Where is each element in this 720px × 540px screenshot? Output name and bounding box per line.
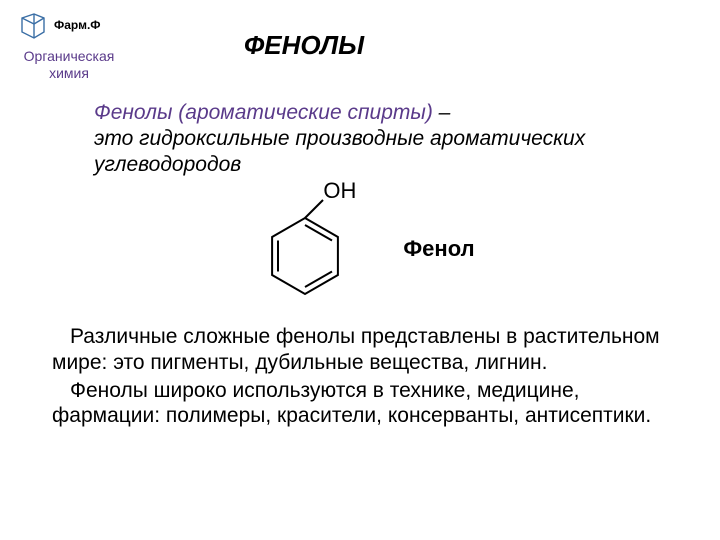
paragraph-2: Фенолы широко используются в технике, ме… bbox=[52, 378, 668, 429]
oh-label: OH bbox=[323, 178, 356, 204]
subject-label: Органическая химия bbox=[14, 48, 124, 82]
logo-block: Фарм.Ф Органическая химия bbox=[14, 8, 134, 82]
subject-line2: химия bbox=[49, 65, 89, 81]
logo-top: Фарм.Ф bbox=[14, 8, 101, 42]
header-row: Фарм.Ф Органическая химия ФЕНОЛЫ bbox=[0, 0, 720, 82]
benzene-icon bbox=[245, 184, 385, 314]
logo-label: Фарм.Ф bbox=[54, 18, 101, 32]
molecule-block: OH Фенол bbox=[0, 184, 720, 314]
definition-rest: это гидроксильные производные ароматичес… bbox=[94, 127, 585, 176]
page-title: ФЕНОЛЫ bbox=[244, 30, 364, 61]
subject-line1: Органическая bbox=[24, 48, 115, 64]
definition-term: Фенолы (ароматические спирты) bbox=[94, 101, 433, 124]
cube-icon bbox=[14, 8, 50, 42]
definition-dash: – bbox=[433, 101, 451, 124]
molecule-name: Фенол bbox=[403, 236, 474, 262]
paragraph-1: Различные сложные фенолы представлены в … bbox=[52, 324, 668, 375]
definition-text: Фенолы (ароматические спирты) – это гидр… bbox=[94, 100, 674, 179]
body-text: Различные сложные фенолы представлены в … bbox=[52, 324, 668, 428]
phenol-structure: OH bbox=[245, 184, 385, 314]
